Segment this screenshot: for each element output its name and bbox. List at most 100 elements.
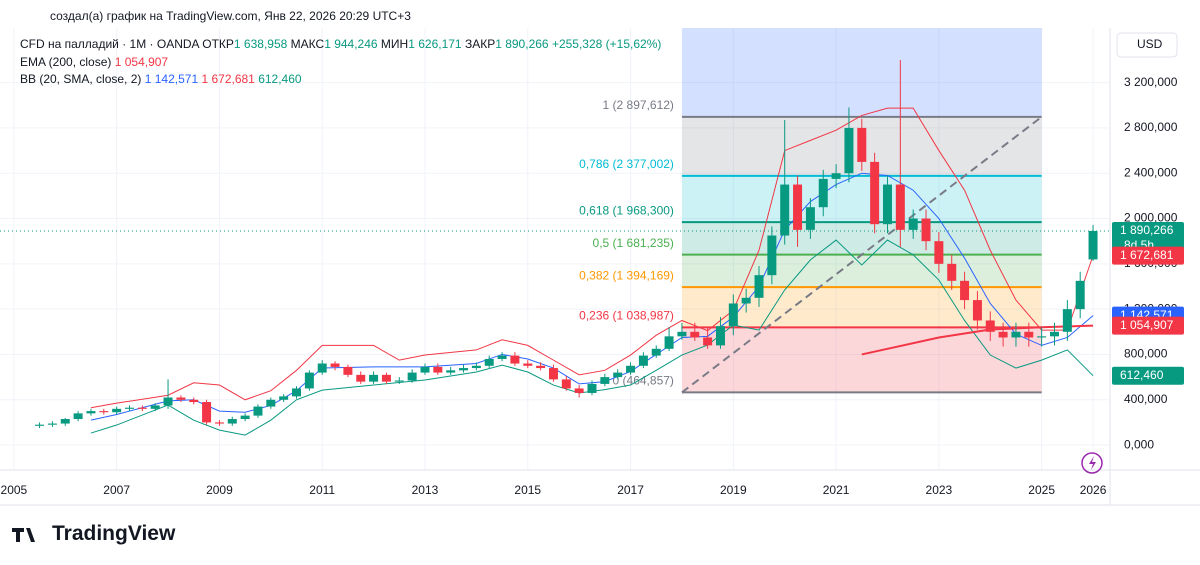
y-tick-label: 800,000	[1124, 347, 1168, 361]
candle-body	[780, 184, 790, 236]
currency-box[interactable]	[1116, 32, 1178, 58]
candle-body	[471, 365, 481, 369]
candle-body	[253, 406, 263, 416]
price-tag-label: 612,460	[1120, 368, 1164, 382]
x-tick-label: 2009	[206, 483, 233, 497]
candle-body	[510, 355, 520, 364]
candle-body	[754, 275, 764, 298]
bb-value: 612,460	[258, 72, 302, 86]
candle-body	[651, 348, 661, 356]
candle-body	[407, 372, 417, 381]
candle-body	[985, 320, 995, 332]
candle-body	[484, 358, 494, 366]
candle-body	[1024, 331, 1034, 338]
candle-body	[459, 368, 469, 371]
candle-body	[381, 374, 391, 382]
ohlc-value: 1 626,171	[408, 37, 462, 51]
legend-ema: EMA (200, close) 1 054,907	[20, 55, 168, 69]
candle-body	[715, 326, 725, 346]
bb-value: 1 672,681	[201, 72, 255, 86]
candle-body	[548, 368, 558, 380]
candle-body	[369, 374, 379, 382]
candle-body	[317, 363, 327, 373]
candle-body	[703, 337, 713, 346]
fib-label: 0,618 (1 968,300)	[579, 203, 674, 217]
fib-label: 0,236 (1 038,987)	[579, 309, 674, 323]
currency: USD	[1137, 37, 1163, 51]
x-tick-label: 2026	[1080, 483, 1107, 497]
alert-icon[interactable]	[1081, 452, 1103, 474]
candle-body	[1088, 230, 1098, 260]
indicator-line	[90, 239, 1094, 436]
candle-body	[35, 424, 45, 426]
fib-label: 0 (464,857)	[613, 374, 674, 388]
candle-body	[677, 331, 687, 337]
price-tag-label: 1 890,266	[1120, 223, 1174, 237]
price-tag	[1112, 366, 1184, 385]
candle-body	[1037, 336, 1047, 338]
candle-body	[574, 388, 584, 393]
x-tick-label: 2023	[926, 483, 953, 497]
ohlc-label: ОТКР	[202, 37, 234, 51]
fib-trend	[681, 116, 1043, 394]
candle-body	[690, 331, 700, 338]
candle-body	[947, 263, 957, 281]
candle-body	[356, 374, 366, 382]
candle-body	[523, 363, 533, 366]
candle-body	[844, 127, 854, 174]
y-tick-label: 0,000	[1124, 437, 1154, 451]
candle-body	[433, 366, 443, 373]
candle-body	[882, 184, 892, 225]
price-tag	[1112, 316, 1184, 335]
fib-label: 0,5 (1 681,235)	[593, 236, 674, 250]
candle-body	[895, 184, 905, 230]
fib-band	[681, 28, 1042, 117]
x-tick-label: 2017	[617, 483, 644, 497]
ema-value: 1 054,907	[114, 55, 169, 69]
candle-body	[1011, 331, 1021, 338]
candle-body	[960, 280, 970, 301]
candle-body	[638, 355, 648, 366]
candle-body	[137, 407, 147, 409]
x-tick-label: 2025	[1028, 483, 1055, 497]
bb-value: 1 142,571	[144, 72, 199, 86]
y-tick-label: 2 000,000	[1124, 211, 1178, 225]
candle-body	[536, 365, 546, 369]
candle-body	[793, 184, 803, 230]
fib-band	[681, 175, 1042, 223]
price-tag	[1112, 246, 1184, 265]
candle-body	[998, 331, 1008, 338]
x-tick-label: 2007	[103, 483, 130, 497]
candle-body	[150, 405, 160, 409]
candle-body	[202, 402, 212, 423]
candle-body	[112, 408, 122, 413]
y-tick-label: 2 400,000	[1124, 165, 1178, 179]
ohlc-label: МАКС	[290, 37, 325, 51]
candle-body	[1062, 309, 1072, 332]
candle-body	[227, 419, 237, 424]
indicator-line	[861, 324, 1094, 356]
candle-body	[99, 411, 109, 413]
candle-body	[921, 218, 931, 242]
candle-body	[47, 423, 57, 425]
price-tag-label: 1 672,681	[1120, 248, 1174, 262]
candle-body	[60, 419, 70, 424]
bb-label: BB (20, SMA, close, 2)	[20, 72, 142, 86]
candle-body	[908, 218, 918, 230]
fib-label: 0,786 (2 377,002)	[579, 157, 674, 171]
candle-body	[176, 397, 186, 400]
x-tick-label: 2019	[720, 483, 747, 497]
legend-ohlc: CFD на палладий · 1M · OANDA ОТКР1 638,9…	[20, 37, 661, 51]
candle-body	[972, 300, 982, 321]
x-tick-label: 2015	[514, 483, 541, 497]
header: создал(а) график на TradingView.com, Янв…	[50, 9, 411, 23]
x-tick-label: 2005	[1, 483, 28, 497]
candle-body	[587, 383, 597, 393]
plot-area: 0 (464,857) 0,236 (1 038,987) 0,382 (1 394…	[0, 28, 1110, 470]
alert-icon-bolt	[1089, 456, 1096, 470]
price-tag-label: 1 054,907	[1120, 318, 1174, 332]
candle-body	[818, 178, 828, 208]
candle-body	[831, 173, 841, 179]
